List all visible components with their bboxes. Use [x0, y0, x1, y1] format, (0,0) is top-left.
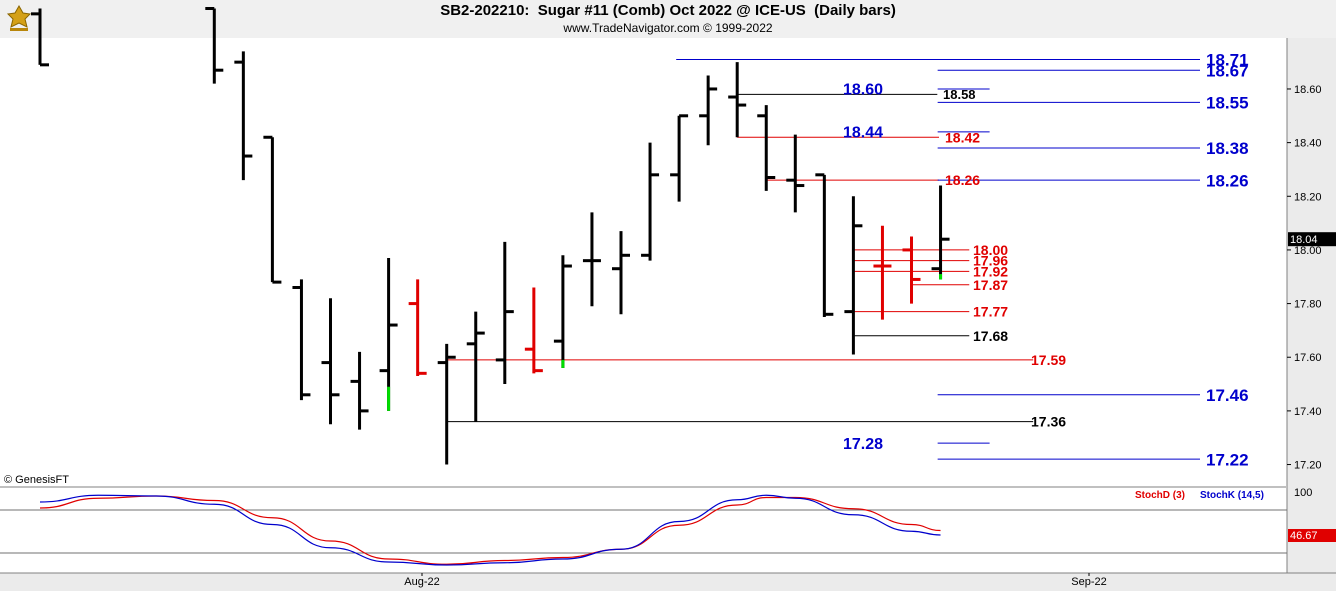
- panel-divider: [0, 486, 1287, 488]
- genesis-logo-icon: [4, 3, 34, 33]
- ohlc-bar: [466, 311, 485, 422]
- level-label: 17.59: [1031, 352, 1066, 368]
- ohlc-bar: [524, 287, 543, 374]
- chart-title: SB2-202210: Sugar #11 (Comb) Oct 2022 @ …: [440, 2, 896, 19]
- level-label: 18.55: [1206, 94, 1249, 113]
- ohlc-bar: [408, 279, 427, 377]
- last-price-label: 18.04: [1290, 234, 1318, 246]
- stochastic-panel: 100 StochD (3) StochK (14,5) 46.67: [0, 487, 1336, 566]
- axis-background: [1287, 38, 1336, 591]
- date-axis: Aug-22 Sep-22: [404, 573, 1107, 588]
- chart-header: SB2-202210: Sugar #11 (Comb) Oct 2022 @ …: [0, 0, 1336, 38]
- ohlc-bar: [379, 257, 398, 411]
- ohlc-bar: [931, 185, 950, 280]
- stoch-last-box: [1288, 529, 1336, 542]
- level-label: 17.92: [973, 263, 1008, 279]
- stoch-k-legend: StochK (14,5): [1200, 490, 1264, 501]
- stoch-k-line: [39, 494, 941, 566]
- ohlc-bars: [31, 6, 950, 465]
- stoch-last-label: 46.67: [1290, 530, 1318, 542]
- ohlc-bar: [728, 62, 747, 138]
- chart-subtitle: www.TradeNavigator.com © 1999-2022: [563, 21, 773, 35]
- level-label: 18.60: [843, 82, 883, 99]
- ohlc-bar: [292, 279, 311, 401]
- stoch-d-legend: StochD (3): [1135, 490, 1185, 501]
- stoch-d-line: [39, 495, 941, 565]
- ohlc-bar: [205, 6, 224, 84]
- price-tick-label: 18.00: [1294, 245, 1322, 257]
- level-label: 17.28: [843, 436, 883, 453]
- level-label: 17.68: [973, 328, 1008, 344]
- level-label: 17.87: [973, 277, 1008, 293]
- level-label: 17.77: [973, 304, 1008, 320]
- copyright-text: © GenesisFT: [4, 474, 69, 486]
- ohlc-bar: [321, 298, 340, 425]
- level-label: 18.26: [1206, 171, 1249, 190]
- ohlc-bar: [815, 173, 834, 317]
- price-tick-label: 18.20: [1294, 191, 1322, 203]
- ohlc-bar: [641, 142, 660, 261]
- price-tick-label: 18.60: [1294, 84, 1322, 96]
- ohlc-bar: [612, 231, 630, 315]
- price-tick-label: 17.40: [1294, 406, 1322, 418]
- ohlc-bar: [757, 105, 776, 191]
- ohlc-bar: [670, 114, 689, 202]
- ohlc-bar: [582, 212, 601, 307]
- level-label: 18.26: [945, 172, 980, 188]
- date-tick-label: Sep-22: [1071, 576, 1106, 588]
- price-plot-area: [0, 38, 1287, 486]
- level-label: 17.36: [1031, 414, 1066, 430]
- ohlc-bar: [263, 135, 282, 284]
- price-tick-label: 18.40: [1294, 138, 1322, 150]
- last-price-box: [1288, 232, 1336, 247]
- level-label: 18.58: [943, 87, 976, 102]
- level-label: 18.38: [1206, 139, 1249, 158]
- ohlc-bar: [844, 196, 863, 355]
- price-axis: 18.60 18.40 18.20 18.00 17.80 17.60 17.40 17.20…: [1287, 84, 1336, 472]
- price-tick-label: 17.80: [1294, 299, 1322, 311]
- level-label: 17.96: [973, 253, 1008, 269]
- ohlc-bar: [31, 8, 49, 67]
- ohlc-bar: [902, 236, 921, 304]
- level-label: 17.46: [1206, 386, 1249, 405]
- level-label: 17.22: [1206, 450, 1249, 469]
- price-tick-label: 17.60: [1294, 352, 1322, 364]
- ohlc-bar: [234, 51, 253, 181]
- stoch-tick-label: 100: [1294, 487, 1312, 499]
- ohlc-bar: [873, 225, 892, 320]
- level-label: 18.42: [945, 129, 980, 145]
- date-axis-background: [0, 573, 1336, 591]
- level-label: 18.00: [973, 242, 1008, 258]
- ohlc-bar: [786, 134, 805, 213]
- level-label: 18.67: [1206, 61, 1249, 80]
- chart-frame: [0, 38, 1336, 591]
- ohlc-bar: [350, 351, 369, 430]
- ohlc-bar: [437, 343, 456, 465]
- ohlc-bar: [495, 241, 514, 385]
- date-tick-label: Aug-22: [404, 576, 439, 588]
- level-label: 18.71: [1206, 51, 1249, 70]
- ohlc-bar: [699, 75, 718, 146]
- ohlc-bar: [553, 255, 572, 368]
- price-tick-label: 17.20: [1294, 460, 1322, 472]
- level-label: 18.44: [843, 125, 883, 142]
- level-lines: [446, 58, 1200, 460]
